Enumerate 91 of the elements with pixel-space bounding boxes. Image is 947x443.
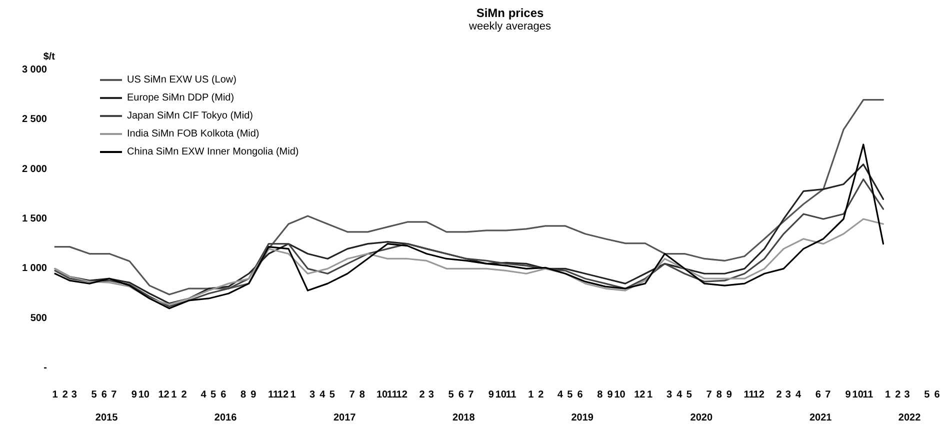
x-tick-label: 5 [91, 390, 98, 400]
x-tick-label: 4 [676, 390, 683, 400]
x-tick-label: 2 [538, 390, 544, 400]
line-series [54, 218, 884, 306]
y-tick-label: 1 500 [22, 214, 48, 224]
text: 2019 [571, 412, 594, 424]
x-tick-label: 2 [895, 390, 902, 400]
x-tick-label: 8 [240, 390, 246, 400]
x-tick-label: 12 [158, 390, 170, 400]
x-tick-label: 1 [646, 390, 653, 400]
x-tick-label: 6 [815, 390, 822, 400]
x-tick-label: 6 [577, 390, 584, 400]
y-tick-label: 2 000 [22, 164, 48, 175]
legend-label: Europe SiMn DDP (Mid) [127, 92, 234, 104]
legend-label: Japan SiMn CIF Tokyo (Mid) [127, 110, 253, 122]
x-tick-label: 11 [386, 390, 398, 400]
x-tick-label: 9 [250, 390, 257, 400]
text: 2018 [452, 412, 476, 424]
x-tick-label: 10 [376, 390, 388, 400]
x-tick-label: 6 [934, 390, 940, 400]
x-tick-label: 12 [753, 390, 765, 400]
x-tick-label: 9 [726, 390, 732, 400]
text: 2016 [214, 412, 238, 424]
x-tick-label: 6 [101, 390, 108, 400]
text: 2022 [898, 412, 922, 424]
y-tick-label: 3 000 [22, 64, 48, 76]
x-tick-label: 10 [138, 390, 150, 400]
x-tick-label: 10 [852, 390, 864, 400]
x-tick-label: 6 [220, 390, 227, 400]
x-tick-label: 6 [458, 390, 464, 400]
y-tick-label: 500 [30, 312, 48, 324]
x-tick-label: 1 [528, 390, 534, 400]
x-tick-label: 3 [428, 390, 434, 400]
x-tick-label: 5 [686, 390, 692, 400]
x-tick-label: 4 [320, 390, 326, 400]
x-tick-label: 3 [666, 390, 672, 400]
x-tick-label: 9 [488, 390, 494, 400]
legend-label: India SiMn FOB Kolkota (Mid) [127, 128, 260, 140]
legend-label: China SiMn EXW Inner Mongolia (Mid) [127, 146, 299, 158]
x-tick-label: 7 [468, 390, 474, 400]
y-tick-label: 2 500 [22, 114, 48, 126]
x-tick-label: 12 [634, 390, 646, 400]
x-tick-label: 5 [924, 390, 930, 400]
x-tick-label: 4 [200, 390, 207, 400]
x-tick-label: 9 [607, 390, 614, 400]
x-tick-label: 1 [290, 390, 296, 400]
x-tick-label: 5 [210, 390, 217, 400]
x-tick-label: 1 [171, 390, 178, 400]
x-tick-label: 7 [349, 390, 356, 400]
x-tick-label: 3 [71, 390, 78, 400]
x-tick-label: 3 [904, 390, 910, 400]
x-tick-label: 5 [329, 390, 336, 400]
x-tick-label: 4 [557, 390, 564, 400]
y-tick-label: 1 000 [22, 263, 48, 274]
chart-title: SiMn prices [476, 6, 544, 20]
x-tick-label: 7 [706, 390, 712, 400]
x-tick-label: 7 [825, 390, 832, 400]
x-tick-label: 4 [795, 390, 802, 400]
x-tick-label: 9 [131, 390, 138, 400]
x-tick-label: 11 [862, 390, 874, 400]
x-tick-label: 11 [268, 390, 279, 400]
legend-label: US SiMn EXW US (Low) [127, 74, 236, 86]
line-series [54, 144, 884, 310]
x-tick-label: 2 [419, 390, 426, 400]
x-tick-label: 2 [776, 390, 782, 400]
text: 2021 [809, 412, 832, 424]
x-tick-label: 10 [495, 390, 507, 400]
x-tick-label: 2 [62, 390, 68, 400]
x-tick-label: 1 [52, 390, 58, 400]
x-tick-label: 3 [310, 390, 316, 400]
text: 2020 [690, 412, 713, 424]
x-tick-label: 8 [716, 390, 722, 400]
x-tick-label: 12 [277, 390, 289, 400]
y-tick-label: - [44, 362, 47, 374]
x-tick-label: 5 [448, 390, 454, 400]
x-tick-label: 11 [744, 390, 755, 400]
x-tick-label: 11 [506, 390, 517, 400]
text: 2017 [333, 412, 356, 424]
y-axis-title: $/t [43, 52, 56, 62]
x-tick-label: 8 [359, 390, 366, 400]
x-tick-label: 8 [597, 390, 604, 400]
chart-subtitle: weekly averages [468, 20, 552, 32]
x-tick-label: 1 [885, 390, 892, 400]
x-tick-label: 10 [614, 390, 626, 400]
x-tick-label: 3 [785, 390, 792, 400]
text: 2015 [95, 412, 118, 424]
x-tick-label: 9 [845, 390, 852, 400]
x-tick-label: 5 [567, 390, 574, 400]
x-tick-label: 12 [396, 390, 408, 400]
x-tick-label: 7 [111, 390, 118, 400]
x-tick-label: 2 [181, 390, 188, 400]
